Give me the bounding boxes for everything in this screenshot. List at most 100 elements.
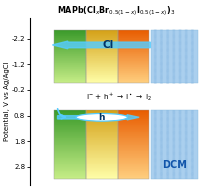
Bar	[86, 117, 118, 118]
Circle shape	[172, 52, 175, 53]
Bar	[118, 142, 149, 143]
Circle shape	[179, 131, 181, 132]
Bar	[118, 45, 149, 46]
Bar	[86, 40, 118, 41]
Circle shape	[179, 117, 181, 118]
Bar	[86, 31, 118, 32]
Bar	[118, 116, 149, 117]
Circle shape	[185, 124, 188, 125]
Circle shape	[154, 169, 157, 170]
Circle shape	[185, 162, 188, 163]
Circle shape	[191, 129, 194, 130]
Bar	[118, 155, 149, 156]
Bar	[86, 135, 118, 136]
Bar	[86, 124, 118, 125]
Bar	[54, 134, 86, 135]
Circle shape	[166, 79, 169, 80]
Circle shape	[172, 169, 175, 170]
Circle shape	[160, 66, 163, 67]
Bar	[54, 145, 86, 146]
Circle shape	[179, 171, 181, 172]
Bar	[86, 149, 118, 150]
Circle shape	[179, 47, 181, 48]
Bar	[118, 66, 149, 67]
Circle shape	[160, 177, 163, 178]
Bar	[86, 151, 118, 152]
Bar	[118, 175, 149, 176]
Circle shape	[191, 151, 194, 152]
Circle shape	[179, 163, 181, 164]
Circle shape	[160, 144, 163, 145]
Circle shape	[191, 136, 194, 137]
Circle shape	[191, 124, 194, 125]
Circle shape	[172, 47, 175, 48]
Circle shape	[160, 59, 163, 60]
Bar	[118, 160, 149, 161]
Bar	[54, 61, 86, 62]
Circle shape	[166, 40, 169, 41]
Circle shape	[154, 128, 157, 129]
Circle shape	[179, 155, 181, 156]
Bar	[118, 140, 149, 141]
Bar	[54, 58, 86, 59]
Circle shape	[160, 34, 163, 35]
Bar	[118, 34, 149, 35]
Circle shape	[191, 117, 194, 118]
Circle shape	[166, 114, 169, 115]
Circle shape	[166, 31, 169, 32]
Bar	[54, 133, 86, 134]
Bar	[86, 111, 118, 112]
Circle shape	[160, 149, 163, 150]
Bar	[118, 41, 149, 42]
Circle shape	[160, 158, 163, 159]
Circle shape	[179, 142, 181, 143]
Circle shape	[172, 33, 175, 34]
Circle shape	[191, 149, 194, 150]
Circle shape	[160, 157, 163, 158]
Bar	[54, 112, 86, 113]
Circle shape	[191, 143, 194, 144]
Bar	[86, 55, 118, 56]
Bar	[86, 112, 118, 113]
Bar	[118, 110, 149, 111]
Circle shape	[166, 172, 169, 173]
Bar	[54, 54, 86, 55]
Circle shape	[166, 169, 169, 170]
Bar	[54, 110, 86, 111]
Bar	[86, 175, 118, 176]
Bar	[118, 82, 149, 83]
Circle shape	[191, 163, 194, 164]
Circle shape	[166, 156, 169, 157]
Circle shape	[172, 176, 175, 177]
Bar	[118, 154, 149, 155]
Circle shape	[166, 143, 169, 144]
Circle shape	[185, 169, 188, 170]
Circle shape	[179, 38, 181, 39]
Bar	[118, 52, 149, 53]
Bar	[54, 124, 86, 125]
Bar	[54, 42, 86, 43]
Bar	[54, 57, 86, 58]
Circle shape	[172, 124, 175, 125]
Circle shape	[191, 79, 194, 80]
Circle shape	[160, 46, 163, 47]
Circle shape	[185, 144, 188, 145]
Bar	[86, 166, 118, 167]
Bar	[86, 59, 118, 60]
Circle shape	[179, 75, 181, 76]
Bar	[118, 119, 149, 120]
Bar	[118, 65, 149, 66]
Circle shape	[191, 170, 194, 171]
Bar	[54, 168, 86, 169]
Circle shape	[191, 52, 194, 53]
Circle shape	[191, 38, 194, 39]
Bar	[86, 75, 118, 76]
Bar	[86, 34, 118, 35]
Bar	[118, 141, 149, 142]
Bar	[86, 73, 118, 74]
Circle shape	[179, 52, 181, 53]
Bar	[86, 51, 118, 52]
Bar	[118, 153, 149, 154]
Circle shape	[179, 79, 181, 80]
Circle shape	[185, 33, 188, 34]
